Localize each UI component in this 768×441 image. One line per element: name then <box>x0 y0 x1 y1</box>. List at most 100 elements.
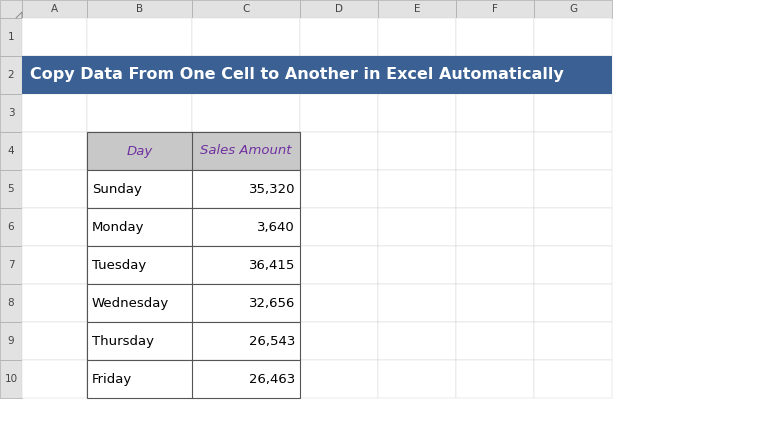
Text: 5: 5 <box>8 184 15 194</box>
Text: 9: 9 <box>8 336 15 346</box>
Text: 26,463: 26,463 <box>249 373 295 385</box>
Bar <box>22 170 87 208</box>
Text: A: A <box>51 4 58 14</box>
Text: 26,543: 26,543 <box>249 335 295 348</box>
Bar <box>22 56 612 94</box>
Bar <box>0 94 22 132</box>
Bar <box>192 170 300 208</box>
Text: Tuesday: Tuesday <box>92 258 146 272</box>
Bar <box>378 56 456 94</box>
Bar <box>22 56 87 94</box>
Bar <box>0 322 22 360</box>
Bar <box>300 208 378 246</box>
Bar <box>22 360 87 398</box>
Text: 1: 1 <box>8 32 15 42</box>
Bar <box>534 246 612 284</box>
Bar <box>87 360 192 398</box>
Text: D: D <box>335 4 343 14</box>
Bar <box>300 246 378 284</box>
Bar <box>192 94 300 132</box>
Bar <box>87 170 300 208</box>
Bar <box>0 170 22 208</box>
Bar <box>22 246 87 284</box>
Bar <box>456 56 534 94</box>
Bar <box>378 208 456 246</box>
Bar <box>300 56 378 94</box>
Bar <box>87 322 192 360</box>
Bar <box>378 18 456 56</box>
Bar <box>192 284 300 322</box>
Bar <box>456 360 534 398</box>
Text: Sales Amount: Sales Amount <box>200 145 292 157</box>
Text: Monday: Monday <box>92 220 144 233</box>
Bar <box>378 246 456 284</box>
Text: 6: 6 <box>8 222 15 232</box>
Bar <box>456 170 534 208</box>
Text: 10: 10 <box>5 374 18 384</box>
Bar <box>378 170 456 208</box>
Text: B: B <box>136 4 143 14</box>
Bar <box>87 208 300 246</box>
Text: 2: 2 <box>8 70 15 80</box>
Bar <box>534 0 612 18</box>
Bar <box>300 0 378 18</box>
Bar <box>534 208 612 246</box>
Text: Copy Data From One Cell to Another in Excel Automatically: Copy Data From One Cell to Another in Ex… <box>30 67 564 82</box>
Bar <box>87 132 192 170</box>
Bar <box>22 132 87 170</box>
Text: Day: Day <box>127 145 153 157</box>
Bar <box>300 284 378 322</box>
Bar <box>534 284 612 322</box>
Bar <box>192 18 300 56</box>
Bar <box>0 208 22 246</box>
Bar <box>22 18 87 56</box>
Bar <box>456 94 534 132</box>
Bar <box>192 0 300 18</box>
Bar <box>87 360 300 398</box>
Bar <box>300 322 378 360</box>
Bar <box>87 170 192 208</box>
Text: Friday: Friday <box>92 373 132 385</box>
Bar <box>87 94 192 132</box>
Bar <box>300 94 378 132</box>
Bar <box>192 322 300 360</box>
Bar <box>456 132 534 170</box>
Bar <box>87 56 192 94</box>
Bar <box>534 322 612 360</box>
Bar <box>192 360 300 398</box>
Bar <box>378 94 456 132</box>
Text: Wednesday: Wednesday <box>92 296 169 310</box>
Bar <box>87 208 192 246</box>
Bar <box>378 132 456 170</box>
Bar <box>87 246 192 284</box>
Bar <box>534 360 612 398</box>
Bar <box>87 0 192 18</box>
Bar <box>22 208 87 246</box>
Text: 3: 3 <box>8 108 15 118</box>
Bar <box>456 208 534 246</box>
Text: C: C <box>243 4 250 14</box>
Bar <box>534 18 612 56</box>
Bar <box>300 132 378 170</box>
Bar <box>22 94 87 132</box>
Bar <box>192 132 300 170</box>
Bar <box>192 246 300 284</box>
Bar <box>534 94 612 132</box>
Bar <box>456 246 534 284</box>
Bar <box>300 360 378 398</box>
Text: E: E <box>414 4 420 14</box>
Bar <box>300 18 378 56</box>
Text: 8: 8 <box>8 298 15 308</box>
Bar <box>0 246 22 284</box>
Text: F: F <box>492 4 498 14</box>
Bar <box>456 0 534 18</box>
Text: 3,640: 3,640 <box>257 220 295 233</box>
Bar <box>192 208 300 246</box>
Bar <box>456 284 534 322</box>
Bar <box>22 322 87 360</box>
Bar <box>87 132 300 170</box>
Bar <box>300 170 378 208</box>
Bar <box>87 246 300 284</box>
Bar <box>0 0 22 18</box>
Text: G: G <box>569 4 577 14</box>
